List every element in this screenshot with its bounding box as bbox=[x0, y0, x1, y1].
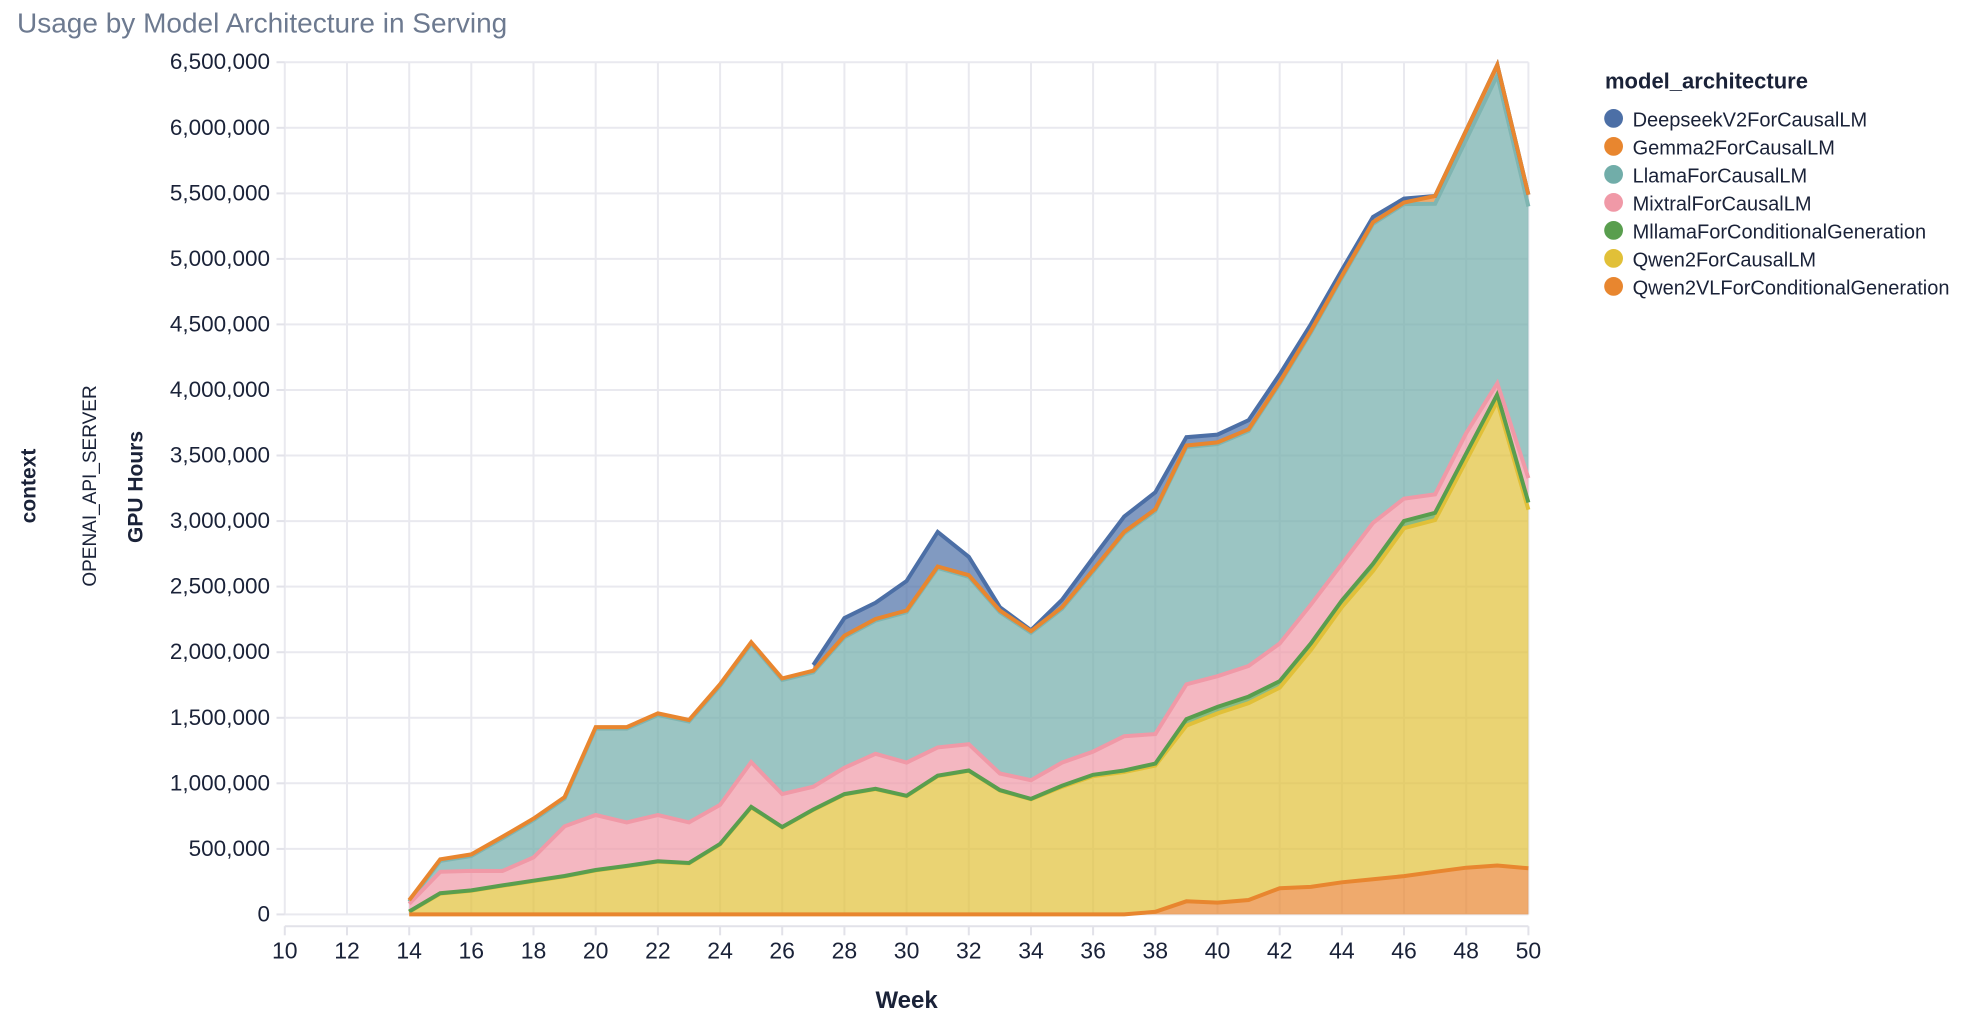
svg-text:Usage by Model Architecture in: Usage by Model Architecture in Serving bbox=[17, 8, 507, 39]
svg-text:24: 24 bbox=[707, 938, 733, 964]
svg-text:32: 32 bbox=[956, 938, 982, 964]
svg-text:26: 26 bbox=[769, 938, 795, 964]
svg-text:6,000,000: 6,000,000 bbox=[170, 115, 270, 140]
svg-text:Qwen2ForCausalLM: Qwen2ForCausalLM bbox=[1633, 249, 1816, 271]
svg-text:28: 28 bbox=[832, 938, 858, 964]
svg-text:30: 30 bbox=[894, 938, 920, 964]
svg-text:5,000,000: 5,000,000 bbox=[170, 246, 270, 271]
svg-text:DeepseekV2ForCausalLM: DeepseekV2ForCausalLM bbox=[1633, 109, 1868, 131]
svg-text:46: 46 bbox=[1391, 938, 1417, 964]
svg-text:MixtralForCausalLM: MixtralForCausalLM bbox=[1633, 193, 1812, 215]
svg-text:34: 34 bbox=[1018, 938, 1044, 964]
svg-text:48: 48 bbox=[1453, 938, 1479, 964]
svg-text:context: context bbox=[18, 449, 41, 524]
svg-text:MllamaForConditionalGeneration: MllamaForConditionalGeneration bbox=[1633, 221, 1926, 243]
svg-text:Week: Week bbox=[875, 987, 938, 1014]
svg-text:14: 14 bbox=[396, 938, 422, 964]
svg-text:2,000,000: 2,000,000 bbox=[170, 639, 270, 664]
svg-text:model_architecture: model_architecture bbox=[1605, 68, 1808, 93]
svg-text:18: 18 bbox=[521, 938, 547, 964]
svg-text:0: 0 bbox=[257, 901, 270, 926]
svg-text:12: 12 bbox=[334, 938, 360, 964]
svg-text:1,000,000: 1,000,000 bbox=[170, 770, 270, 795]
svg-text:Qwen2VLForConditionalGeneratio: Qwen2VLForConditionalGeneration bbox=[1633, 277, 1950, 299]
svg-text:GPU Hours: GPU Hours bbox=[124, 431, 147, 543]
svg-text:LlamaForCausalLM: LlamaForCausalLM bbox=[1633, 165, 1808, 187]
svg-text:3,500,000: 3,500,000 bbox=[170, 443, 270, 468]
svg-text:500,000: 500,000 bbox=[189, 836, 270, 861]
svg-text:40: 40 bbox=[1205, 938, 1231, 964]
svg-text:50: 50 bbox=[1516, 938, 1542, 964]
svg-text:6,500,000: 6,500,000 bbox=[170, 49, 270, 74]
svg-text:5,500,000: 5,500,000 bbox=[170, 180, 270, 205]
svg-text:1,500,000: 1,500,000 bbox=[170, 705, 270, 730]
svg-text:42: 42 bbox=[1267, 938, 1293, 964]
svg-text:OPENAI_API_SERVER: OPENAI_API_SERVER bbox=[80, 385, 101, 586]
svg-text:22: 22 bbox=[645, 938, 671, 964]
svg-text:16: 16 bbox=[459, 938, 485, 964]
svg-text:3,000,000: 3,000,000 bbox=[170, 508, 270, 533]
svg-text:10: 10 bbox=[272, 938, 298, 964]
svg-text:38: 38 bbox=[1143, 938, 1169, 964]
svg-text:4,500,000: 4,500,000 bbox=[170, 311, 270, 336]
svg-text:20: 20 bbox=[583, 938, 609, 964]
svg-text:4,000,000: 4,000,000 bbox=[170, 377, 270, 402]
svg-text:2,500,000: 2,500,000 bbox=[170, 574, 270, 599]
svg-text:36: 36 bbox=[1080, 938, 1106, 964]
svg-text:44: 44 bbox=[1329, 938, 1355, 964]
svg-text:Gemma2ForCausalLM: Gemma2ForCausalLM bbox=[1633, 137, 1835, 159]
